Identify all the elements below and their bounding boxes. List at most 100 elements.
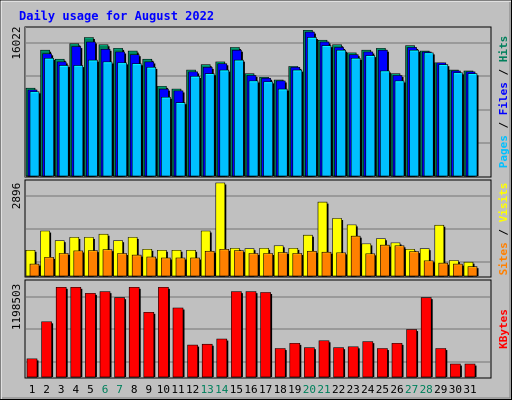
bar-sites-day-8-body — [131, 254, 142, 277]
legend-files: Files — [497, 82, 510, 115]
bar-sites-day-24-body — [365, 253, 376, 277]
legend-pages: Pages — [497, 135, 510, 168]
bar-kbytes-day-14 — [216, 338, 229, 378]
xtick-day-15: 15 — [230, 383, 243, 396]
xtick-day-14: 14 — [215, 383, 229, 396]
bar-sites-day-26-body — [394, 245, 405, 277]
xtick-day-20: 20 — [303, 383, 316, 396]
legend-hits: Hits — [497, 36, 510, 63]
bar-pages-day-13 — [204, 73, 216, 177]
bar-kbytes-day-30-body — [450, 363, 461, 378]
bar-sites-day-19 — [292, 253, 304, 277]
bar-kbytes-day-22-body — [333, 347, 344, 378]
bar-kbytes-day-8 — [128, 287, 141, 378]
legend-panel-2: Sites / Visits — [497, 183, 510, 276]
bar-pages-day-22 — [336, 49, 348, 177]
ytick-panel-2: 2896 — [10, 183, 23, 210]
bar-kbytes-day-3 — [55, 287, 68, 378]
bar-sites-day-1 — [29, 263, 41, 277]
bar-kbytes-day-21 — [318, 340, 331, 378]
bar-pages-day-16 — [248, 80, 260, 177]
bar-pages-day-29 — [438, 64, 450, 177]
xtick-day-7: 7 — [116, 383, 123, 396]
bar-pages-day-8 — [131, 63, 143, 177]
svg-text:Sites / Visits: Sites / Visits — [497, 183, 510, 276]
bar-kbytes-day-5 — [85, 293, 97, 378]
bar-pages-day-1-body — [29, 91, 40, 177]
xtick-day-19: 19 — [288, 383, 301, 396]
bar-pages-day-28 — [423, 52, 435, 177]
bar-kbytes-day-6-body — [99, 291, 111, 378]
bar-sites-day-10 — [161, 257, 172, 277]
bar-pages-day-8-body — [131, 63, 142, 177]
bar-kbytes-day-7-body — [114, 297, 125, 378]
bar-sites-day-25-body — [380, 244, 390, 277]
bar-sites-day-4-body — [73, 250, 84, 277]
legend-kbytes: KBytes — [497, 309, 510, 349]
bar-kbytes-day-29 — [435, 348, 448, 378]
bar-sites-day-31 — [467, 266, 479, 277]
xtick-day-31: 31 — [463, 383, 476, 396]
bar-sites-day-2-body — [44, 257, 54, 277]
bar-pages-day-13-body — [204, 73, 215, 177]
bar-pages-day-3-body — [58, 65, 69, 177]
bar-kbytes-day-1-body — [26, 358, 38, 378]
bar-pages-day-31-body — [467, 73, 478, 177]
bar-sites-day-17-body — [263, 253, 273, 277]
bar-kbytes-day-23 — [347, 346, 360, 378]
bar-kbytes-day-11-body — [172, 307, 184, 378]
bar-sites-day-15 — [234, 250, 245, 277]
xtick-day-16: 16 — [244, 383, 257, 396]
bar-pages-day-25 — [380, 70, 391, 177]
bar-pages-day-19-body — [292, 69, 303, 177]
bar-kbytes-day-22 — [333, 347, 346, 378]
bar-pages-day-29-body — [438, 64, 449, 177]
bar-sites-day-30 — [453, 263, 464, 277]
bar-pages-day-5-body — [88, 59, 98, 177]
bar-pages-day-3 — [58, 65, 70, 177]
bar-pages-day-27 — [409, 49, 421, 177]
bar-kbytes-day-4 — [70, 287, 83, 378]
bar-pages-day-4-body — [73, 65, 84, 177]
bar-pages-day-21-body — [321, 45, 332, 177]
bar-sites-day-31-body — [467, 266, 478, 277]
bar-sites-day-21 — [321, 251, 333, 277]
bar-kbytes-day-6 — [99, 291, 112, 378]
bar-kbytes-day-5-body — [85, 293, 96, 378]
bar-pages-day-4 — [73, 65, 85, 177]
bar-sites-day-8 — [131, 254, 143, 277]
bar-sites-day-28 — [423, 260, 435, 277]
bar-kbytes-day-17-body — [260, 292, 271, 378]
xtick-day-5: 5 — [87, 383, 94, 396]
bar-kbytes-day-8-body — [128, 287, 140, 378]
bar-kbytes-day-2 — [41, 321, 54, 378]
bar-sites-day-30-body — [453, 263, 463, 277]
bar-sites-day-4 — [73, 250, 85, 277]
bar-kbytes-day-4-body — [70, 287, 82, 378]
bar-sites-day-7-body — [117, 253, 127, 277]
bar-sites-day-21-body — [321, 251, 332, 277]
bar-sites-day-22-body — [336, 252, 346, 277]
bar-pages-day-25-body — [380, 70, 390, 177]
bar-sites-day-10-body — [161, 257, 171, 277]
ytick-panel-1: 16022 — [10, 26, 23, 59]
bar-pages-day-9 — [146, 67, 158, 177]
bar-kbytes-day-15 — [231, 291, 243, 378]
bar-sites-day-22 — [336, 252, 348, 277]
bar-kbytes-day-11 — [172, 307, 185, 378]
bar-kbytes-day-7 — [114, 297, 127, 378]
xtick-day-23: 23 — [347, 383, 360, 396]
bar-pages-day-20 — [307, 37, 318, 177]
bar-kbytes-day-12-body — [187, 344, 198, 378]
bar-kbytes-day-25 — [377, 348, 389, 378]
bar-pages-day-12-body — [190, 76, 200, 177]
bar-sites-day-15-body — [234, 250, 244, 277]
bar-pages-day-20-body — [307, 37, 317, 177]
svg-text:Pages / Files / Hits: Pages / Files / Hits — [497, 36, 510, 169]
xtick-day-11: 11 — [171, 383, 184, 396]
bar-sites-day-2 — [44, 257, 56, 277]
bar-pages-day-18-body — [277, 88, 288, 177]
bar-sites-day-6-body — [102, 249, 113, 277]
bar-pages-day-21 — [321, 45, 333, 177]
